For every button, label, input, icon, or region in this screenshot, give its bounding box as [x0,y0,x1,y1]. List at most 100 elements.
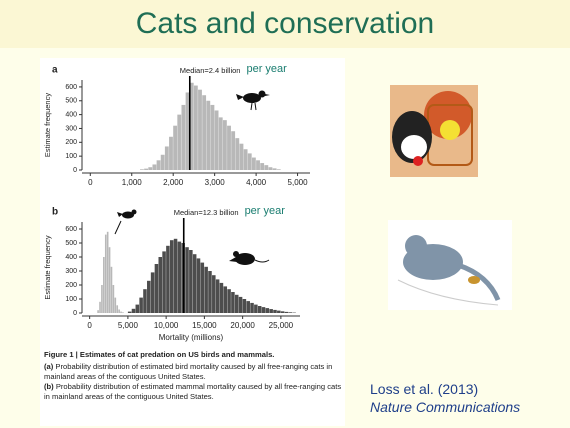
histogram-bar [240,144,244,170]
y-tick-label: 400 [65,111,77,118]
histogram-bar [166,246,170,313]
histogram-bar [178,242,182,313]
histogram-bar [248,153,252,170]
histogram-bar [223,120,227,170]
histogram-bar [101,285,103,313]
histogram-bar [197,258,201,313]
caption-title: Figure 1 | Estimates of cat predation on… [44,350,344,360]
histogram-bar [181,105,185,170]
histogram-bar [264,165,268,170]
histogram-bar [109,247,111,313]
histogram-bar [266,308,270,313]
histogram-bar [165,146,169,170]
histogram-bar [155,264,159,313]
y-tick-label: 500 [65,98,77,105]
histogram-bar [258,306,262,313]
cartoon-cat [388,220,512,310]
histogram-bar [132,309,136,313]
y-tick-label: 100 [65,296,77,303]
x-tick-label: 5,000 [288,178,309,187]
histogram-bar [158,257,162,313]
histogram-bar [143,289,147,313]
histogram-bar [235,295,239,313]
x-tick-label: 4,000 [246,178,267,187]
histogram-bar [206,101,210,170]
histogram-bar [289,312,293,313]
y-tick-label: 400 [65,254,77,261]
caption-text: Probability distribution of estimated bi… [44,362,332,381]
histogram-bar [227,126,231,170]
histogram-bar [254,305,258,313]
histogram-bar [285,312,289,313]
citation-journal: Nature Communications [370,398,520,416]
citation: Loss et al. (2013) Nature Communications [370,380,520,416]
histogram-bar [136,305,140,313]
x-tick-label: 5,000 [118,321,139,330]
y-tick-label: 600 [65,84,77,91]
figure-caption: Figure 1 | Estimates of cat predation on… [44,350,344,402]
x-tick-label: 0 [87,321,92,330]
histogram-bar [194,86,198,170]
citation-authors: Loss et al. (2013) [370,380,520,398]
histogram-bar [281,311,285,313]
histogram-bar [113,285,115,313]
caption-text: Probability distribution of estimated ma… [44,382,341,401]
histogram-bar [262,307,266,313]
histogram-bar [97,310,99,313]
histogram-bar [252,158,256,170]
histogram-bar [177,115,181,170]
histogram-bar [216,279,220,313]
histogram-bar [115,298,117,313]
histogram-bar [235,138,239,170]
histogram-bar [107,232,109,313]
histogram-bar [152,164,156,170]
histogram-bar [256,160,260,170]
histogram-bar [219,117,223,170]
histogram-bar [277,169,281,170]
histogram-bar [105,235,107,313]
caption-tag: (b) [44,382,54,391]
x-tick-label: 3,000 [205,178,226,187]
x-tick-label: 20,000 [230,321,255,330]
histogram-bar [122,312,124,313]
histogram-bar [139,298,143,313]
bird-icon [236,91,270,111]
histogram-bar [169,137,173,170]
x-axis-label: Mortality (millions) [159,333,224,342]
histogram-bar [140,169,144,170]
y-tick-label: 200 [65,282,77,289]
histogram-bar [120,312,122,313]
histogram-bar [144,169,148,170]
histogram-bar [193,254,197,313]
x-tick-label: 0 [88,178,93,187]
histogram-bar [246,301,250,313]
histogram-bar [174,239,178,313]
y-tick-label: 600 [65,226,77,233]
histogram-bar [277,311,281,313]
histogram-bar [231,131,235,170]
x-tick-label: 15,000 [192,321,217,330]
histogram-bar [215,110,219,170]
histogram-bar [204,267,208,313]
histogram-bar [173,126,177,170]
histogram-bar [157,160,161,170]
caption-tag: (a) [44,362,53,371]
histogram-bar [227,289,231,313]
y-tick-label: 500 [65,240,77,247]
histogram-bar [128,312,132,313]
histogram-bar [202,95,206,170]
histogram-bar [111,267,113,313]
histogram-bar [239,297,243,313]
y-tick-label: 200 [65,139,77,146]
y-tick-label: 100 [65,153,77,160]
bird-icon [115,210,137,235]
histogram-bar [189,250,193,313]
y-tick-label: 0 [73,310,77,317]
histogram-bar [161,155,165,170]
histogram-bar [273,310,277,313]
y-axis-label: Estimate frequency [43,93,52,157]
caption-b: (b) Probability distribution of estimate… [44,382,344,402]
note: per year [246,63,287,75]
x-tick-label: 1,000 [122,178,143,187]
histogram-bar [269,309,273,313]
